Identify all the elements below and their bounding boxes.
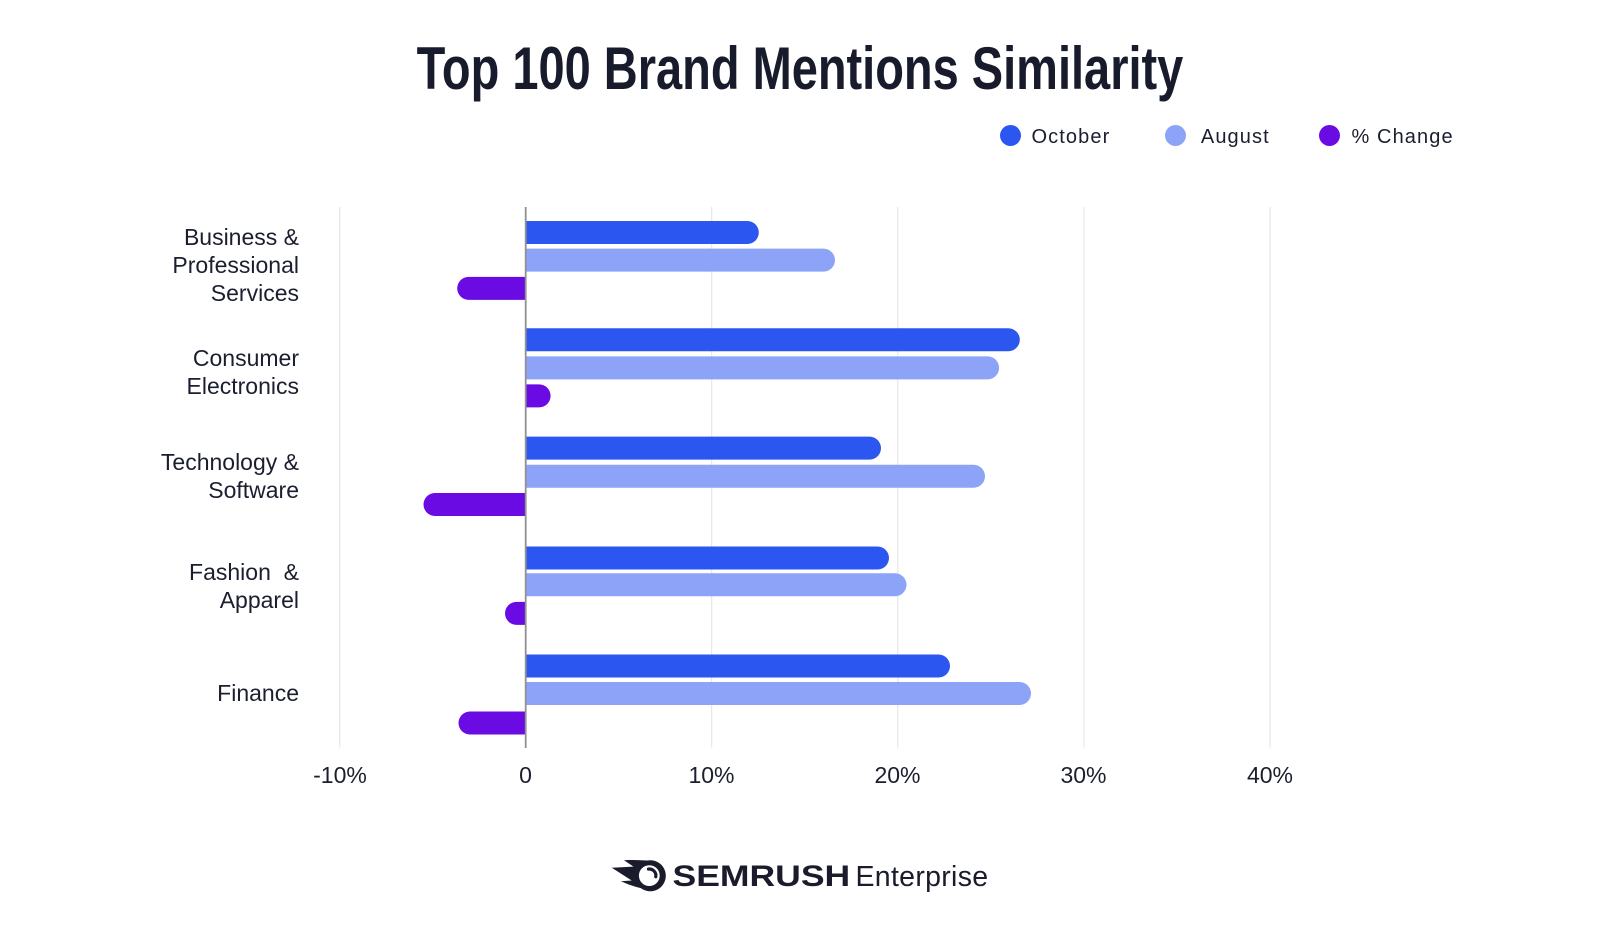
- svg-text:Enterprise: Enterprise: [856, 861, 989, 893]
- svg-text:SEMRUSH: SEMRUSH: [673, 859, 851, 892]
